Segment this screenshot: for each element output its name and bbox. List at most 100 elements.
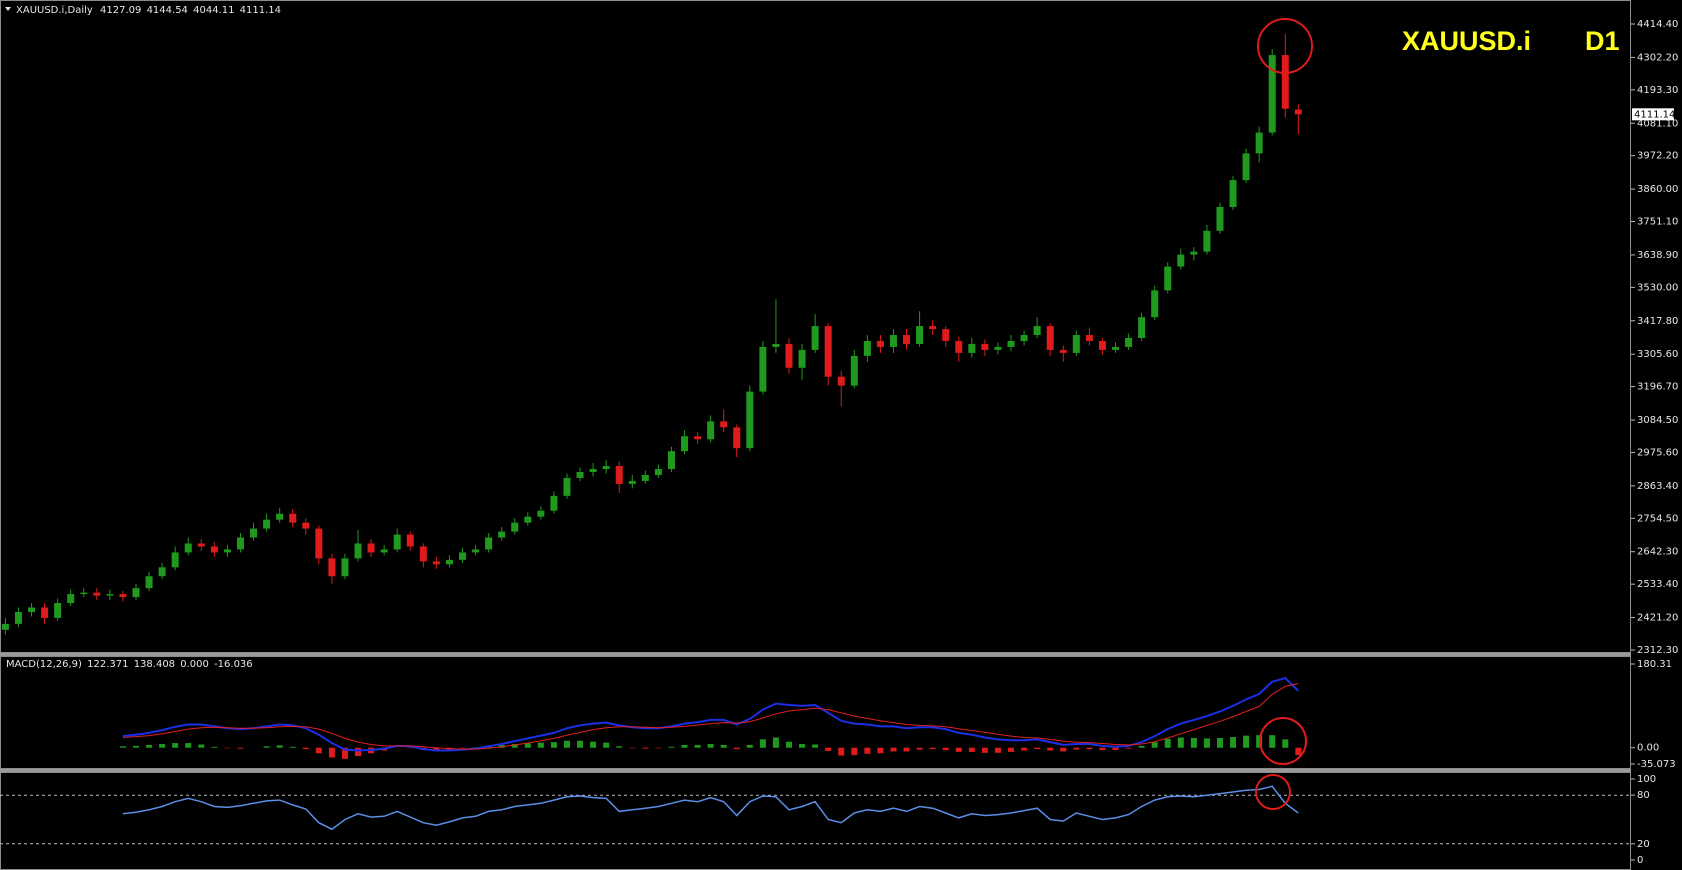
candle-body [328,558,336,577]
histogram-bar [133,745,139,748]
candle-body [615,466,623,484]
histogram-bar [198,744,205,748]
candle-body [889,335,897,347]
candle-body [302,522,310,529]
histogram-bar [707,744,714,748]
candle-body [602,466,610,470]
y-tick-label: 4302.20 [1637,52,1678,63]
candle-body [550,495,558,511]
candle-body [472,549,480,553]
histogram-bar [211,746,218,748]
candle-body [955,340,963,353]
histogram-bar [929,747,936,750]
candle-body [628,480,636,484]
histogram-bar [537,742,544,748]
candle-body [1085,335,1093,341]
histogram-bar [1112,747,1119,751]
y-tick-label: 2754.50 [1637,513,1678,524]
y-tick-label: 2975.60 [1637,447,1678,458]
histogram-bar [955,747,962,752]
marks: 2312.30 2421.20 2533.40 2642.30 2754.50 2863.… [0,19,1678,866]
histogram-bar [994,747,1001,753]
histogram-bar [1086,747,1093,750]
candle-body [406,534,414,547]
candle-body [654,469,662,475]
histogram-bar [903,747,910,752]
candle-body [276,513,284,520]
histogram-bar [433,747,440,751]
histogram-bar [185,743,192,748]
histogram-bar [759,739,766,748]
candle-body [785,343,793,368]
histogram-bar [289,746,296,748]
candle-body [1216,206,1224,231]
histogram-bar [1060,747,1067,752]
histogram-bar [1021,747,1028,751]
y-tick-label: 2863.40 [1637,481,1678,492]
candle-body [1151,290,1159,318]
candle-body [563,477,571,496]
candle-body [498,531,506,538]
candle-body [850,355,858,386]
candle-body [289,513,297,523]
histogram-bar [694,744,701,748]
histogram-bar [1164,738,1171,748]
candle-body [798,349,806,368]
histogram-bar [146,744,153,748]
candle-body [824,326,832,377]
candle-body [641,474,649,481]
macd-line [122,676,1300,752]
candle-body [1229,180,1237,207]
y-tick-label: 2312.30 [1637,645,1678,656]
histogram-bar [616,746,623,748]
candle-body [341,558,349,577]
candle-body [1177,254,1185,267]
main-header: XAUUSD.i,Daily 4127.09 4144.54 4044.11 4… [16,5,281,16]
candle-body [210,546,218,553]
histogram-bar [603,742,610,748]
histogram-bar [550,742,557,748]
candle-body [197,543,205,547]
candle-body [459,552,466,560]
candle-body [184,543,192,553]
histogram-bar [681,744,688,748]
histogram-bar [237,747,244,749]
panel-separator [0,653,1631,656]
high-value: 4144.54 [147,5,188,16]
histogram-bar [1099,747,1106,751]
histogram-bar [851,747,858,756]
histogram-bar [916,747,923,750]
histogram-bar [355,747,362,757]
histogram-bar [746,744,753,748]
histogram-bar [159,744,166,748]
candle-body [145,576,153,589]
candle-body [354,543,362,559]
menu-arrow[interactable] [5,7,11,11]
candle-body [223,549,231,553]
histogram-bar [668,746,675,748]
highlight-circle [1259,717,1307,765]
y-tick-label: 20 [1637,839,1650,850]
candle-body [759,346,767,392]
candle-body [419,546,427,562]
histogram-bar [1047,747,1054,751]
histogram-bar [733,747,740,750]
histogram-bar [341,747,348,759]
histogram-bar [981,747,988,753]
histogram-bar [1151,742,1158,748]
y-tick-label: 4081.10 [1637,118,1678,129]
candle-body [1020,335,1028,341]
histogram-bar [590,741,597,748]
macd-main-value: 122.371 [87,659,128,670]
macd-third-value: 0.000 [180,659,209,670]
histogram-bar [1034,747,1041,750]
histogram-bar [1190,737,1197,748]
candle-body [1294,109,1302,115]
histogram-bar [825,747,832,751]
candle-body [1203,230,1211,252]
candle-body [250,528,258,538]
y-tick-label: 2421.20 [1637,613,1678,624]
low-value: 4044.11 [193,5,234,16]
candle-body [1033,326,1041,336]
